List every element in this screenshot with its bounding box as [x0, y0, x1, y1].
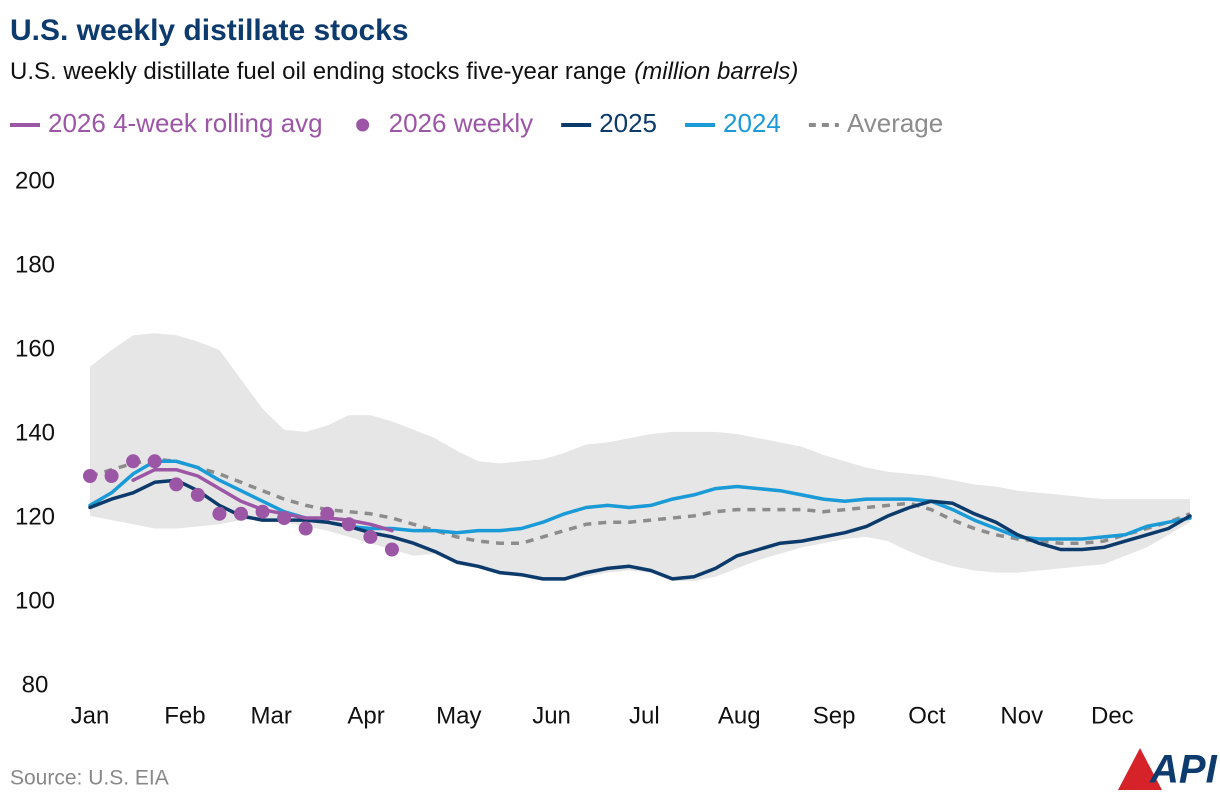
x-tick-label: Jun — [532, 702, 571, 729]
series-line — [88, 459, 1192, 541]
y-tick-label: 120 — [15, 503, 55, 530]
x-tick-label: Sep — [813, 702, 856, 729]
legend: 2026 4-week rolling avg 2026 weekly 2025 20… — [10, 108, 943, 138]
data-point — [233, 506, 248, 521]
data-point — [298, 521, 313, 536]
x-tick-label: Nov — [1000, 702, 1043, 729]
legend-label: 2026 4-week rolling avg — [48, 108, 323, 138]
logo: API — [1118, 748, 1218, 792]
plot-area — [83, 333, 1192, 581]
legend-label: 2024 — [723, 108, 781, 138]
series-line — [131, 467, 394, 533]
legend-label: 2025 — [599, 108, 657, 138]
source: Source: U.S. EIA — [10, 767, 169, 790]
legend-swatch — [356, 118, 370, 132]
unit-text: (million barrels) — [634, 58, 798, 85]
chart-subtitle: U.S. weekly distillate fuel oil ending s… — [10, 58, 798, 85]
subtitle-text: U.S. weekly distillate fuel oil ending s… — [10, 58, 626, 85]
legend-label: Average — [847, 108, 943, 138]
x-tick-label: May — [436, 702, 481, 729]
data-point — [126, 454, 141, 469]
series-line — [88, 478, 1192, 581]
x-tick-label: Aug — [718, 702, 761, 729]
data-point — [169, 477, 184, 492]
x-tick-label: Feb — [164, 702, 205, 729]
y-tick-label: 100 — [15, 587, 55, 614]
data-point — [363, 529, 378, 544]
x-tick-label: Jan — [71, 702, 110, 729]
data-point — [104, 469, 119, 483]
logo-text: API — [1149, 748, 1218, 792]
chart-title: U.S. weekly distillate stocks — [10, 14, 409, 47]
y-tick-label: 180 — [15, 251, 55, 278]
x-tick-label: Dec — [1091, 702, 1134, 729]
data-point — [190, 487, 205, 502]
legend-label: 2026 weekly — [389, 108, 534, 138]
logo-shape — [1118, 748, 1162, 790]
y-tick-label: 140 — [15, 419, 55, 446]
x-tick-label: Apr — [347, 702, 384, 729]
data-point — [147, 454, 162, 469]
x-tick-label: Mar — [251, 702, 292, 729]
y-tick-label: 80 — [22, 671, 49, 698]
x-tick-label: Jul — [629, 702, 660, 729]
range-band — [90, 333, 1190, 581]
x-tick-label: Oct — [908, 702, 946, 729]
data-point — [384, 542, 399, 557]
y-tick-label: 200 — [15, 167, 55, 194]
data-point — [83, 469, 97, 483]
y-tick-label: 160 — [15, 335, 55, 362]
data-point — [212, 506, 227, 521]
